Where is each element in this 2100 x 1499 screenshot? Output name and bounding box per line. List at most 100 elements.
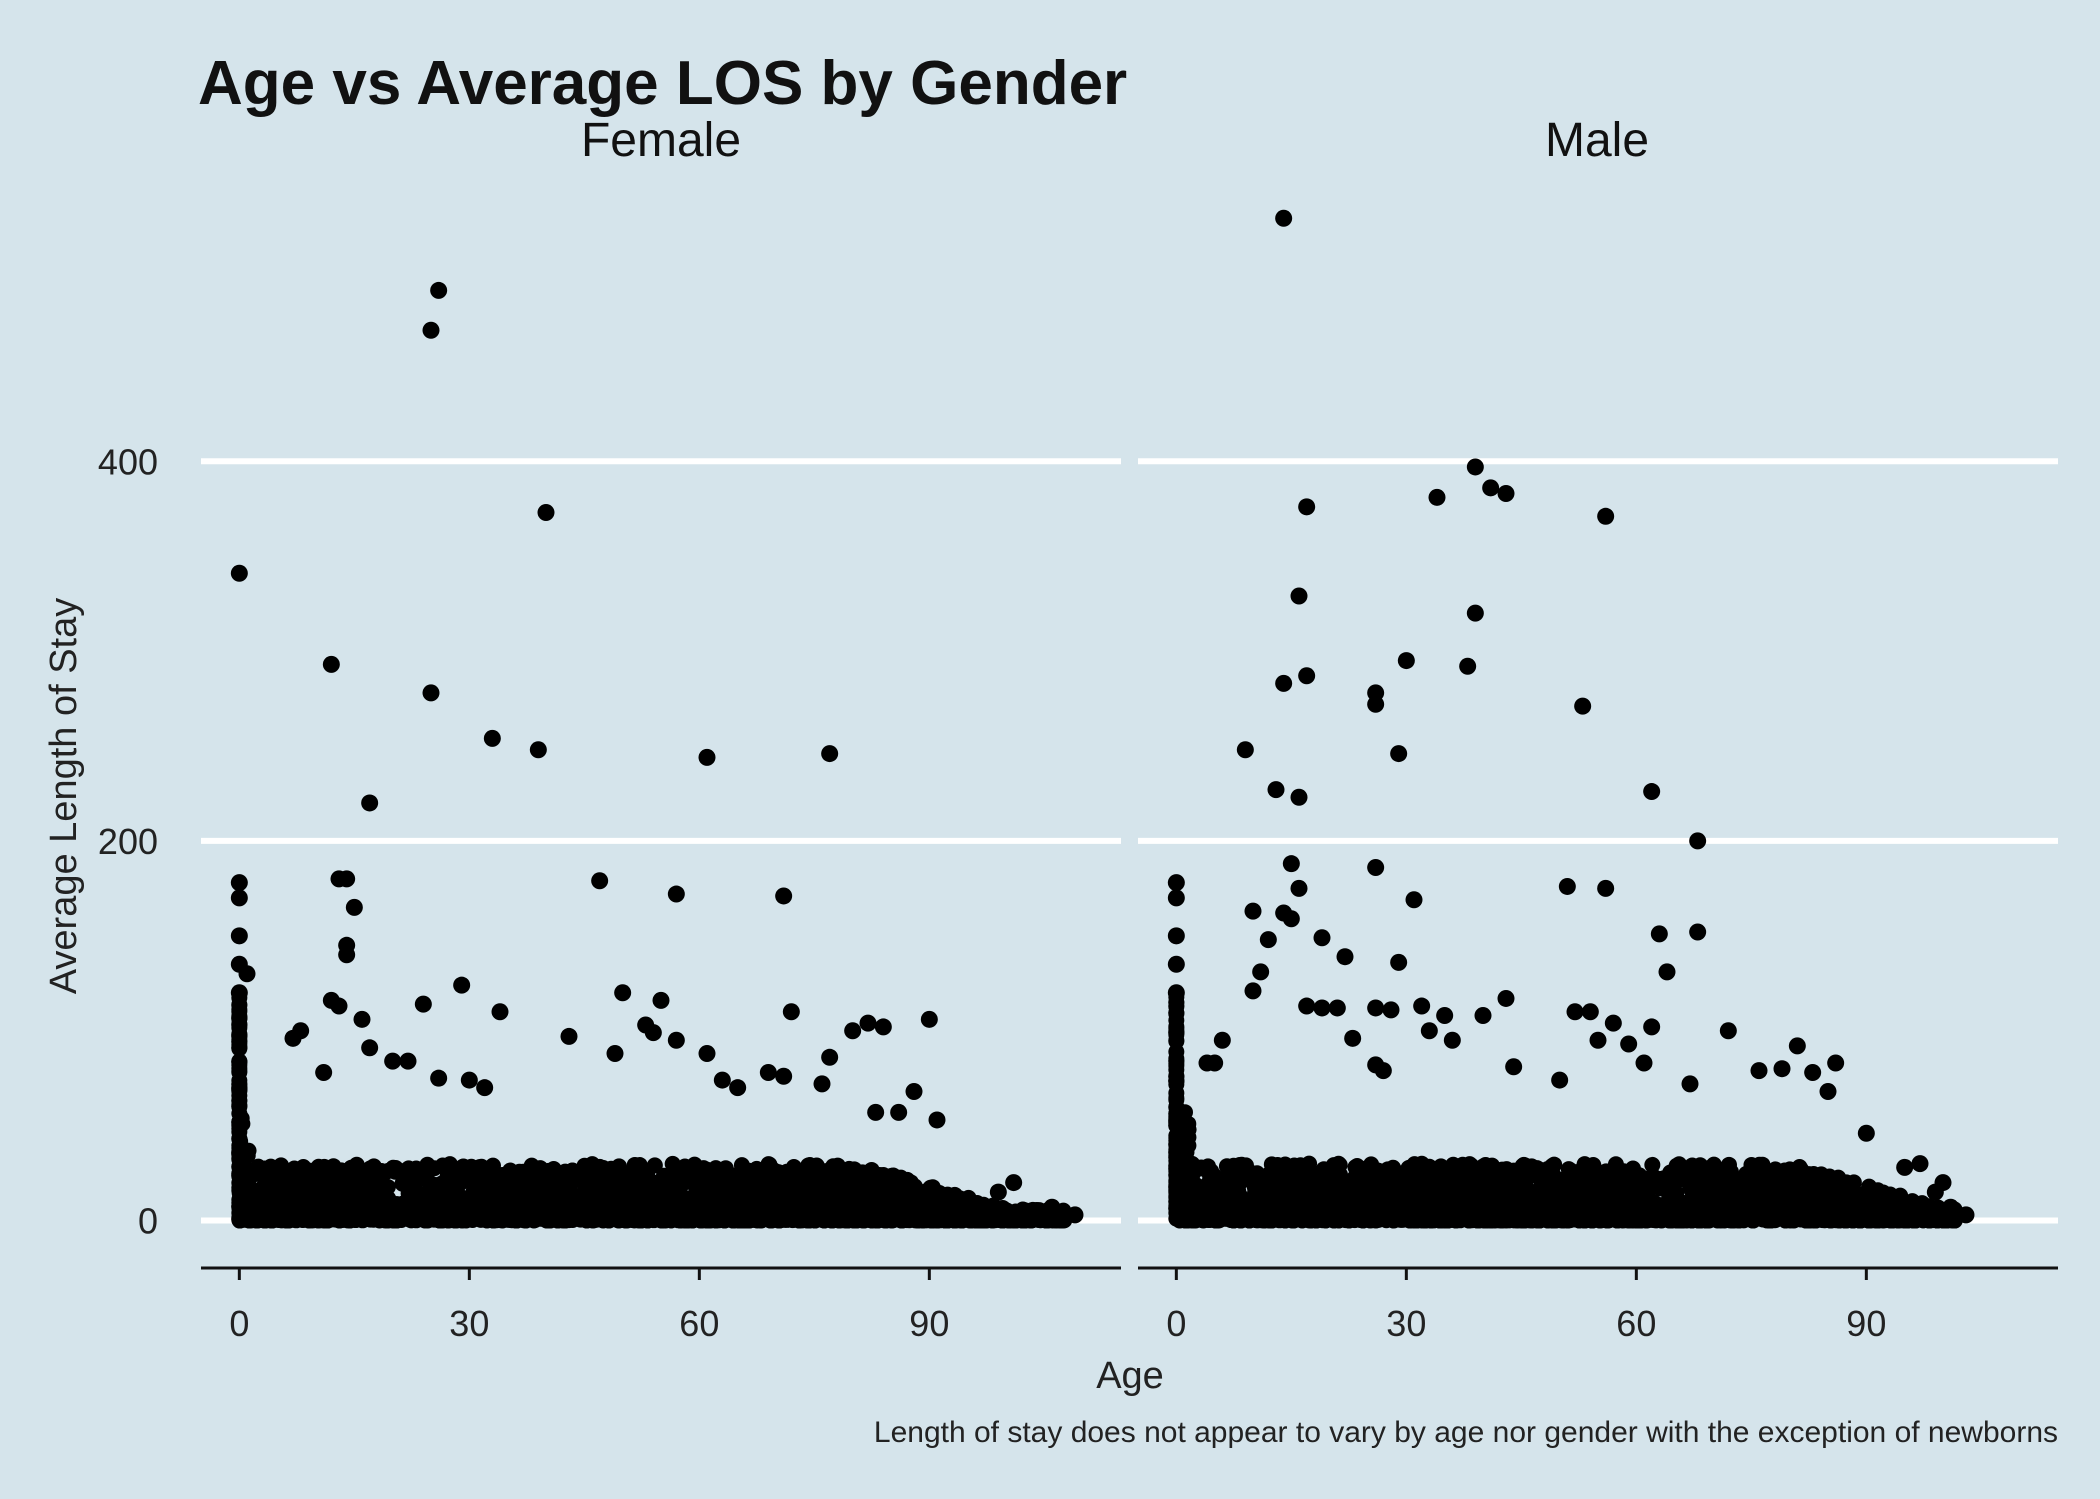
data-point xyxy=(511,1163,528,1180)
data-point xyxy=(476,1079,494,1097)
facet-panel-male: Male 0 30 60 90 xyxy=(1138,114,2058,1344)
data-point xyxy=(230,889,248,907)
data-point xyxy=(775,887,793,905)
data-point xyxy=(600,1174,617,1191)
data-point xyxy=(355,1168,372,1185)
data-point xyxy=(231,1116,248,1133)
data-point xyxy=(729,1079,747,1097)
data-point xyxy=(353,1010,371,1028)
x-tick-label: 90 xyxy=(1846,1303,1886,1344)
data-point xyxy=(759,1063,777,1081)
data-point xyxy=(844,1022,862,1040)
data-point xyxy=(345,898,363,916)
facet-label-female: Female xyxy=(581,114,741,167)
data-point xyxy=(230,874,248,892)
data-point xyxy=(401,1186,418,1203)
data-point xyxy=(672,1179,689,1196)
data-point xyxy=(867,1103,885,1121)
data-point xyxy=(284,1029,302,1047)
data-point xyxy=(630,1158,647,1175)
facet-label-male: Male xyxy=(1545,114,1649,167)
data-point xyxy=(315,1063,333,1081)
points-female xyxy=(230,281,1084,1229)
data-point xyxy=(460,1071,478,1089)
data-point xyxy=(546,1174,563,1191)
data-point xyxy=(818,1172,835,1189)
data-point xyxy=(330,997,348,1015)
data-point xyxy=(338,946,356,964)
data-point xyxy=(231,1036,248,1053)
data-point xyxy=(920,1010,938,1028)
data-point xyxy=(1574,1160,1591,1177)
data-point xyxy=(442,1161,459,1178)
data-point xyxy=(1692,1157,1709,1174)
data-point xyxy=(401,1165,418,1182)
data-point xyxy=(231,1191,248,1208)
data-point xyxy=(647,1174,664,1191)
data-point xyxy=(862,1165,879,1182)
data-point xyxy=(577,1166,594,1183)
data-point xyxy=(1043,1198,1061,1216)
x-tick-label: 0 xyxy=(1166,1303,1186,1344)
data-point xyxy=(699,1161,716,1178)
data-point xyxy=(414,995,432,1013)
data-point xyxy=(399,1052,417,1070)
data-point xyxy=(786,1166,803,1183)
points-male xyxy=(1167,209,1975,1229)
data-point xyxy=(384,1052,402,1070)
data-point xyxy=(1461,1156,1478,1173)
x-tick-label: 90 xyxy=(909,1303,949,1344)
data-point xyxy=(511,1185,528,1202)
data-point xyxy=(905,1082,923,1100)
data-point xyxy=(745,1184,762,1201)
data-point xyxy=(416,1166,433,1183)
data-point xyxy=(361,794,379,812)
x-tick-label: 30 xyxy=(449,1303,489,1344)
data-point xyxy=(469,1192,486,1209)
chart-title: Age vs Average LOS by Gender xyxy=(198,49,1127,118)
data-point xyxy=(231,1057,248,1074)
data-point xyxy=(667,1031,685,1049)
data-point xyxy=(361,1039,379,1057)
data-point xyxy=(529,741,547,759)
data-point xyxy=(713,1071,731,1089)
data-point xyxy=(477,1179,494,1196)
data-point xyxy=(322,655,340,673)
data-point xyxy=(576,1178,593,1195)
data-point xyxy=(799,1184,816,1201)
data-point xyxy=(680,1191,697,1208)
data-point xyxy=(698,1045,716,1063)
data-point xyxy=(334,1192,351,1209)
data-point xyxy=(348,1156,365,1173)
data-point xyxy=(231,1179,248,1196)
data-point xyxy=(473,1166,490,1183)
y-tick-label: 0 xyxy=(138,1201,158,1242)
data-point xyxy=(667,885,685,903)
data-point xyxy=(230,564,248,582)
data-point xyxy=(755,1171,772,1188)
data-point xyxy=(884,1185,901,1202)
data-point xyxy=(591,872,609,890)
data-point xyxy=(1005,1174,1023,1192)
x-tick-label: 60 xyxy=(679,1303,719,1344)
data-point xyxy=(813,1075,831,1093)
data-point xyxy=(422,321,440,339)
data-point xyxy=(537,504,555,522)
data-point xyxy=(821,745,839,763)
data-point xyxy=(238,965,256,983)
data-point xyxy=(422,684,440,702)
x-tick-label: 30 xyxy=(1386,1303,1426,1344)
data-point xyxy=(484,1157,501,1174)
data-point xyxy=(430,281,448,299)
data-point xyxy=(249,1182,266,1199)
data-point xyxy=(534,1175,551,1192)
data-point xyxy=(286,1160,303,1177)
data-point xyxy=(1066,1206,1084,1224)
data-point xyxy=(801,1157,818,1174)
data-point xyxy=(1263,1156,1280,1173)
data-point xyxy=(430,1069,448,1087)
data-point xyxy=(644,1024,662,1042)
